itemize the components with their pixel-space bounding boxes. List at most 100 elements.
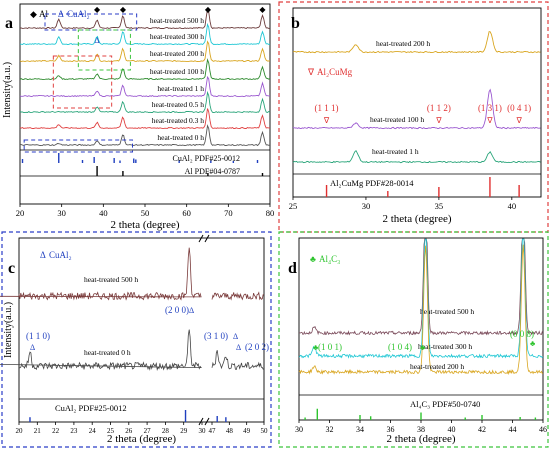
x-tick-label: 40 [448,425,456,434]
series-line [19,40,271,63]
zoom-box-c-bottom [23,139,134,153]
series-label: heat-treated 300 h [150,32,204,41]
panel-letter: c [8,260,15,277]
panel-letter: d [288,260,297,277]
series-label: heat-treated 500 h [150,16,204,25]
series-label: heat-treated 100 h [370,115,424,124]
series-line [19,75,271,98]
series-line [19,90,271,114]
reference-label: CuAl₂ PDF#25-0012 [55,403,127,413]
panel-a: a Intensity(a.u.) 2 theta (degree) 20 30 40 50… [2,3,274,231]
x-axis-label: 2 theta (degree) [107,433,176,445]
zoom-box-b [52,55,113,109]
series-line [298,238,544,359]
x-tick-label: 25 [107,427,115,435]
x-tick-label: 36 [387,425,395,434]
reference-label: Al₂CuMg PDF#28-0014 [330,178,414,188]
legend-symbol: ∇ [307,67,315,77]
series-label: heat-treated 0 h [157,133,204,142]
x-tick-label: 32 [326,425,334,434]
x-tick-label: 20 [16,427,24,435]
series-label: heat-treated 200 h [410,362,464,371]
x-tick-label: 28 [162,427,170,435]
panel-frame [1,231,272,448]
series-line [19,22,271,46]
legend-text: Al [39,9,48,19]
x-tick-label: 20 [16,208,25,218]
peak-marker: ◆ [259,5,266,14]
hkl-annotation: (1 3 1) [478,103,502,113]
series-label: heat-treated 0.5 h [152,100,205,109]
legend-text: Al₂CuMg [317,67,353,77]
reference-label: Al₄C₃ PDF#50-0740 [410,399,480,409]
legend-symbol: ♣ [310,254,316,264]
hkl-annotation: (1 1 0) [26,331,50,341]
x-tick-label: 24 [89,427,97,435]
hkl-annotation: (1 0 1) [318,342,342,352]
x-tick-label: 40 [508,201,517,211]
axis-break-mark [198,417,210,426]
y-axis-label: Intensity(a.u.) [2,62,13,118]
x-tick-label: 30 [57,208,66,218]
hkl-annotation: (1 1 2) [427,103,451,113]
hkl-annotation: (0 0 8) [510,329,534,339]
hkl-marker: ♣ [420,343,426,352]
x-tick-label: 30 [199,427,207,435]
x-axis-label: 2 theta (degree) [386,433,455,445]
panel-b: b2 theta (degree)25 30 35 40∇ Al₂CuMgheat-tr… [278,1,549,233]
panel-c: c Intensity(a.u.) 2 theta (degree) 20 21 22 23… [0,231,272,448]
x-tick-label: 49 [243,427,251,435]
x-tick-label: 42 [478,425,486,434]
hkl-marker: Δ [30,343,35,352]
hkl-marker: Δ [189,306,194,315]
x-tick-label: 29 [180,427,188,435]
x-tick-label: 26 [125,427,133,435]
x-axis-label: 2 theta (degree) [382,213,451,225]
x-tick-label: 50 [141,208,150,218]
reference-label: CuAl₂ PDF#25-0012 [173,154,240,163]
hkl-annotation: (1 1 1) [315,103,339,113]
hkl-marker: Δ [233,332,238,341]
series-line [298,238,544,336]
plot-frame [18,237,265,423]
hkl-annotation: (0 4 1) [507,103,531,113]
peak-marker: ◆ [205,5,212,14]
series-line [19,108,270,130]
x-tick-label: 30 [362,201,371,211]
hkl-marker: ♣ [313,343,319,352]
series-line [0,329,265,371]
x-axis-label: 2 theta (degree) [110,219,179,231]
series-label: heat-treated 200 h [376,39,430,48]
peak-marker: ◆ [120,5,127,14]
x-tick-label: 38 [417,425,425,434]
peak-marker: Δ [95,36,100,45]
panel-frame [278,231,549,448]
hkl-annotation: (2 0 2) [245,342,269,352]
hkl-marker: ∇ [515,116,522,125]
legend-text: CuAl₂ [49,250,72,260]
series-line [292,31,541,54]
legend-symbol: ◆ [30,9,37,19]
legend-text: Al₄C₃ [319,254,340,264]
series-line [292,150,541,164]
series-label: heat-treated 300 h [418,342,472,351]
series-line [20,124,271,147]
hkl-marker: ∇ [486,116,493,125]
x-tick-label: 21 [34,427,42,435]
x-tick-label: 30 [295,425,303,434]
series-label: heat-treated 0.3 h [152,116,205,125]
x-tick-label: 23 [70,427,78,435]
hkl-marker: ♣ [530,339,536,348]
x-tick-label: 70 [224,208,233,218]
reference-label: Al PDF#04-0787 [185,167,240,176]
x-tick-label: 35 [435,201,444,211]
zoom-box-c [44,13,138,31]
x-tick-label: 60 [182,208,191,218]
series-label: heat-treated 100 h [150,67,204,76]
x-tick-label: 48 [226,427,234,435]
panel-letter: a [5,15,13,32]
x-tick-label: 47 [209,427,217,435]
panel-d: d2 theta (degree)30 32 34 36 38 40 42 44 46♣ Al₄C… [278,231,549,448]
hkl-marker: ∇ [435,116,442,125]
series-line [292,88,541,130]
